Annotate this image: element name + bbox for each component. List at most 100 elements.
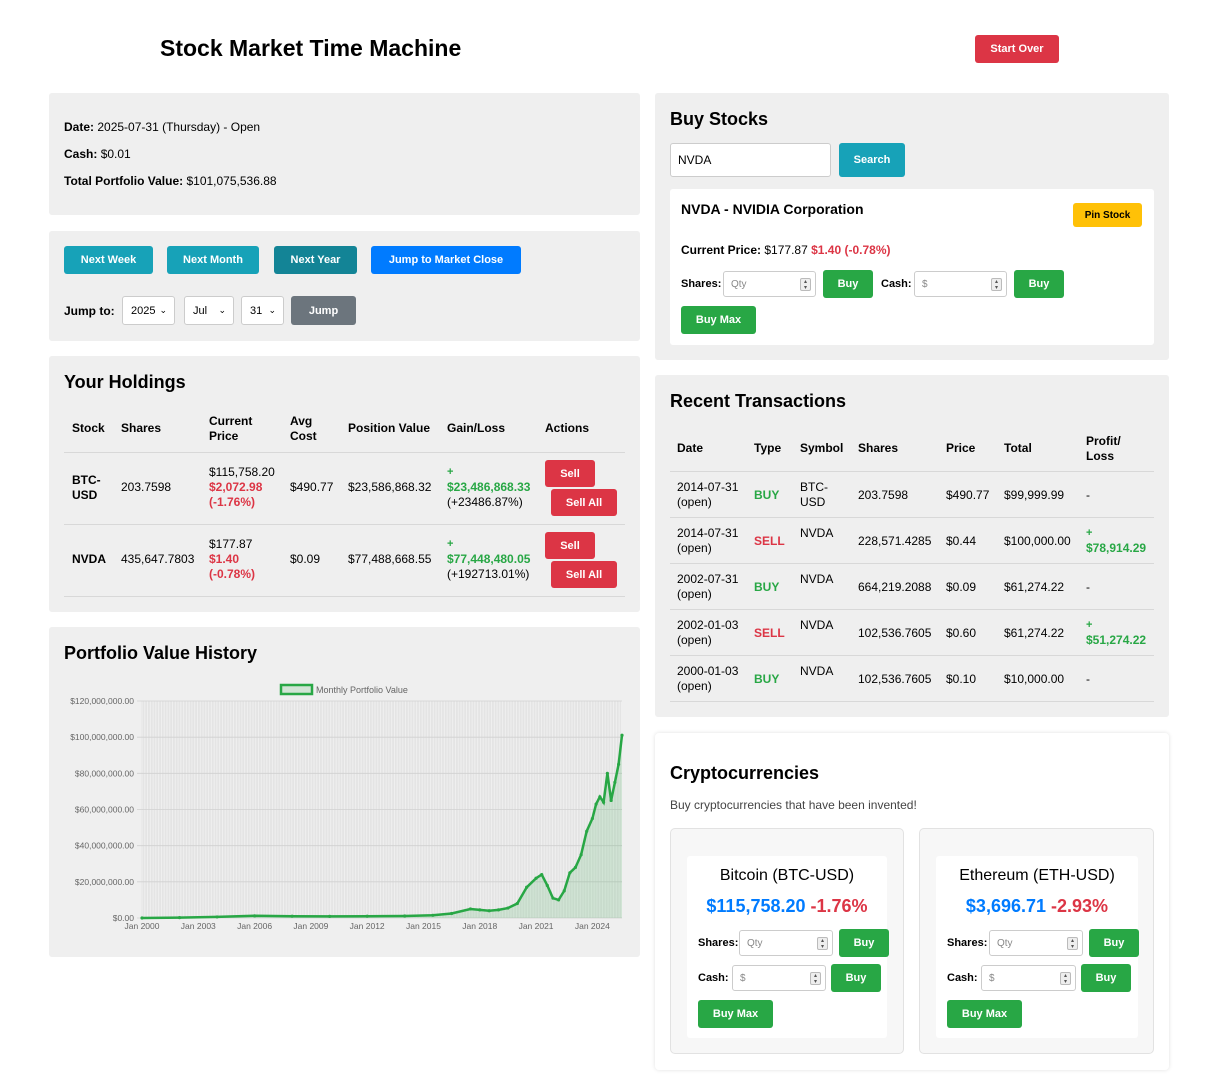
cryptocurrencies-panel: Cryptocurrencies Buy cryptocurrencies th…	[655, 733, 1169, 1070]
month-select[interactable]: Jul ⌄	[184, 296, 234, 325]
crypto-card-bitcoin: Bitcoin (BTC-USD) $115,758.20 -1.76% Sha…	[670, 828, 904, 1054]
chart-point	[290, 914, 294, 918]
chart-point	[620, 733, 624, 737]
crypto-buy-max-button[interactable]: Buy Max	[947, 1000, 1022, 1028]
tx-total: $61,274.22	[1004, 626, 1065, 640]
crypto-buy-cash-button[interactable]: Buy	[831, 964, 881, 992]
jump-to-market-close-button[interactable]: Jump to Market Close	[371, 246, 521, 274]
status-panel: Date: 2025-07-31 (Thursday) - Open Cash:…	[49, 93, 640, 215]
holding-change: $1.40	[209, 552, 240, 566]
holding-position-value: $77,488,668.55	[348, 552, 432, 566]
x-tick-label: Jan 2003	[181, 921, 216, 931]
start-over-button[interactable]: Start Over	[975, 35, 1059, 63]
jump-to-label: Jump to:	[64, 304, 115, 318]
stock-search-input[interactable]: NVDA	[670, 143, 831, 177]
page-title: Stock Market Time Machine	[160, 35, 462, 61]
tx-symbol: NVDA	[800, 572, 834, 586]
holding-shares: 435,647.7803	[121, 552, 195, 566]
x-tick-label: Jan 2024	[575, 921, 610, 931]
tx-type: BUY	[754, 580, 780, 594]
crypto-buy-shares-button[interactable]: Buy	[839, 929, 889, 957]
buy-stocks-panel: Buy Stocks NVDA Search NVDA - NVIDIA Cor…	[655, 93, 1169, 360]
chart-point	[568, 871, 572, 875]
divider	[64, 524, 625, 525]
chart-point	[140, 916, 144, 920]
portfolio-value-area	[142, 735, 622, 918]
chart-point	[551, 896, 555, 900]
divider	[670, 609, 1154, 610]
holding-gain: $23,486,868.33	[447, 480, 531, 494]
year-select[interactable]: 2025 ⌄	[122, 296, 175, 325]
holding-gain: $77,448,480.05	[447, 552, 531, 566]
chevron-down-icon: ⌄	[268, 305, 276, 315]
col-header-avg-cost: Avg Cost	[290, 414, 317, 443]
cash-amount-input[interactable]: $ ▴ ▾	[914, 271, 1007, 297]
sell-all-button[interactable]: Sell All	[551, 489, 617, 516]
buy-max-button[interactable]: Buy Max	[681, 306, 756, 334]
current-price-line: Current Price: $177.87 $1.40 (-0.78%)	[681, 243, 891, 257]
shares-qty-input[interactable]: Qty ▴ ▾	[723, 271, 816, 297]
date-line: Date: 2025-07-31 (Thursday) - Open	[64, 120, 261, 134]
crypto-buy-cash-button[interactable]: Buy	[1081, 964, 1131, 992]
sell-button[interactable]: Sell	[545, 532, 595, 559]
tx-pl-sign: +	[1086, 619, 1093, 631]
tx-shares: 203.7598	[858, 488, 909, 502]
crypto-qty-input[interactable]: Qty ▴ ▾	[989, 930, 1083, 956]
tx-shares: 228,571.4285	[858, 534, 932, 548]
divider	[670, 701, 1154, 702]
tx-profit-loss: -	[1086, 672, 1090, 686]
tx-date: 2014-07-31	[677, 480, 739, 494]
search-button[interactable]: Search	[839, 143, 905, 177]
sell-button[interactable]: Sell	[545, 460, 595, 487]
chart-point	[177, 916, 182, 920]
chart-point	[534, 876, 538, 880]
tx-profit-loss: -	[1086, 488, 1090, 502]
chart-point	[594, 802, 598, 806]
spinner-icon: ▴ ▾	[810, 972, 821, 985]
chart-point	[496, 908, 501, 912]
crypto-buy-max-button[interactable]: Buy Max	[698, 1000, 773, 1028]
chart-point	[215, 915, 219, 919]
divider	[670, 655, 1154, 656]
y-tick-label: $80,000,000.00	[75, 768, 134, 778]
pin-stock-button[interactable]: Pin Stock	[1073, 203, 1142, 227]
chart-grid	[137, 700, 622, 919]
y-tick-label: $40,000,000.00	[75, 841, 134, 851]
col-header-symbol: Symbol	[800, 441, 844, 455]
history-title: Portfolio Value History	[64, 643, 258, 663]
jump-button[interactable]: Jump	[291, 296, 356, 325]
next-year-button[interactable]: Next Year	[274, 246, 357, 274]
crypto-cash-input[interactable]: $ ▴ ▾	[732, 965, 826, 991]
chart-point	[431, 913, 435, 917]
day-select[interactable]: 31 ⌄	[241, 296, 284, 325]
col-header-shares: Shares	[121, 421, 162, 435]
coin-price: $3,696.71	[965, 896, 1046, 916]
chart-points	[140, 733, 624, 920]
next-week-button[interactable]: Next Week	[64, 246, 153, 274]
stock-card: NVDA - NVIDIA Corporation Pin Stock Curr…	[670, 189, 1154, 345]
coin-price-line: $115,758.20 -1.76%	[687, 896, 887, 917]
tx-type: BUY	[754, 488, 780, 502]
next-month-button[interactable]: Next Month	[167, 246, 259, 274]
chart-point	[487, 909, 491, 913]
cash-label: Cash:	[698, 972, 729, 984]
chart-point	[617, 762, 621, 766]
tx-price: $0.44	[946, 534, 977, 548]
current-date: 2025-07-31 (Thursday) - Open	[97, 120, 261, 134]
col-header-total: Total	[1004, 441, 1032, 455]
spinner-icon: ▴ ▾	[817, 937, 828, 950]
cash-value: $0.01	[100, 147, 131, 161]
buy-shares-button[interactable]: Buy	[823, 270, 873, 298]
tx-date: 2002-01-03	[677, 618, 739, 632]
time-controls-panel: Next Week Next Month Next Year Jump to M…	[49, 231, 640, 341]
chart-point	[598, 795, 602, 799]
crypto-buy-shares-button[interactable]: Buy	[1089, 929, 1139, 957]
tx-date: 2002-07-31	[677, 572, 739, 586]
buy-cash-button[interactable]: Buy	[1014, 270, 1064, 298]
sell-all-button[interactable]: Sell All	[551, 561, 617, 588]
crypto-qty-input[interactable]: Qty ▴ ▾	[739, 930, 833, 956]
tx-price: $0.09	[946, 580, 977, 594]
x-tick-label: Jan 2009	[293, 921, 328, 931]
total-value-line: Total Portfolio Value: $101,075,536.88	[64, 174, 277, 188]
crypto-cash-input[interactable]: $ ▴ ▾	[981, 965, 1076, 991]
